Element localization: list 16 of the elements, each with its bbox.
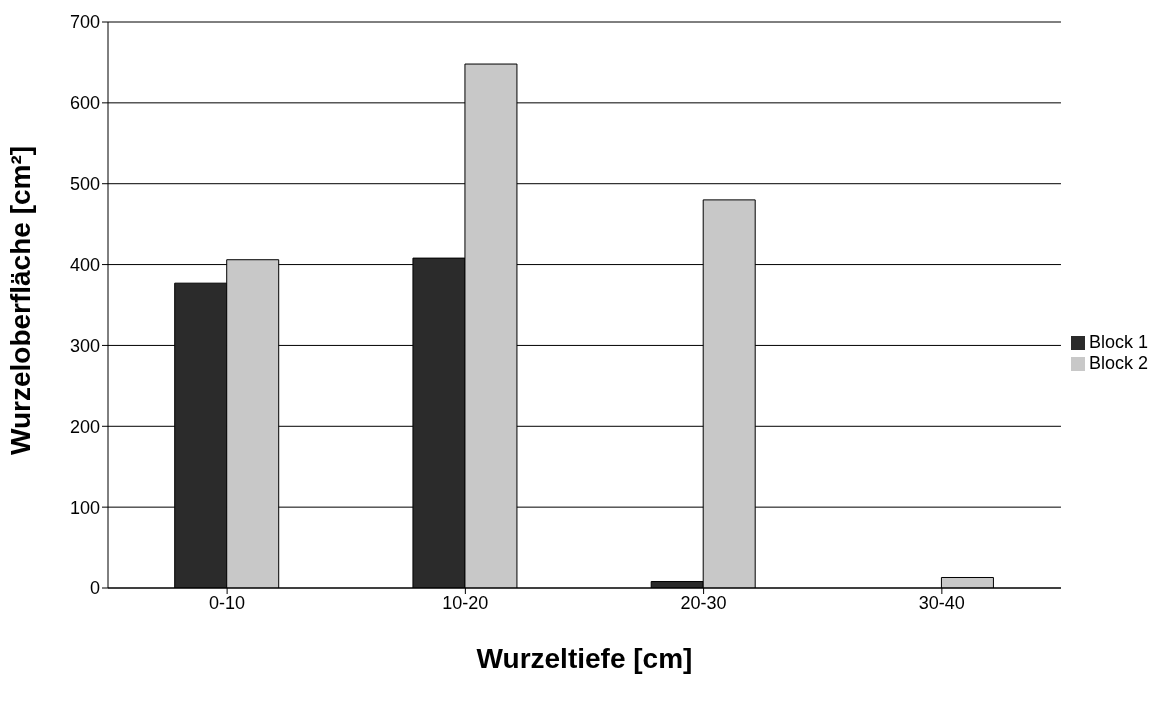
x-tick-label: 30-40	[918, 592, 965, 613]
x-axis-title: Wurzeltiefe [cm]	[476, 643, 693, 674]
y-tick-label: 200	[69, 416, 100, 437]
y-tick-label: 700	[69, 12, 100, 33]
legend-label: Block 1	[1088, 332, 1148, 352]
y-tick-label: 100	[69, 497, 100, 518]
x-tick-label: 0-10	[209, 592, 246, 613]
y-tick-label: 500	[69, 174, 100, 195]
x-tick-label: 20-30	[680, 592, 727, 613]
x-tick-label: 10-20	[442, 592, 489, 613]
y-axis-title: Wurzeloberfläche [cm²]	[4, 145, 36, 455]
y-tick-label: 600	[69, 93, 100, 114]
y-tick-label: 400	[69, 254, 100, 275]
y-tick-label: 300	[69, 335, 100, 356]
y-tick-label: 0	[89, 578, 100, 599]
legend-label: Block 2	[1088, 353, 1148, 373]
